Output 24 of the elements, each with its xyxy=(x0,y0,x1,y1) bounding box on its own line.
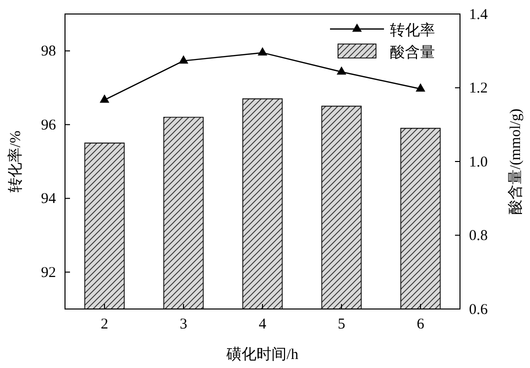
point xyxy=(258,47,268,56)
y-axis-title: 转化率/% xyxy=(7,130,24,192)
y-tick-label: 94 xyxy=(41,191,56,208)
legend-label: 酸含量 xyxy=(390,44,435,61)
y2-tick-label: 0.6 xyxy=(469,302,488,318)
x-axis-title: 磺化时间/h xyxy=(226,346,299,363)
x-tick-label: 3 xyxy=(180,316,188,333)
x-tick-label: 2 xyxy=(100,316,108,333)
x-tick-label: 6 xyxy=(416,316,425,333)
y-tick-label: 92 xyxy=(41,264,56,281)
y2-axis-title: 酸含量/(mmol/g) xyxy=(507,108,524,214)
y2-tick-label: 0.8 xyxy=(469,228,488,244)
y2-tick-label: 1.2 xyxy=(469,80,488,97)
y2-tick-label: 1.4 xyxy=(469,6,488,23)
point xyxy=(178,55,188,64)
y-tick-label: 98 xyxy=(41,44,56,60)
point xyxy=(100,94,110,103)
x-tick-label: 4 xyxy=(258,316,267,333)
x-tick-label: 5 xyxy=(338,316,346,333)
legend-label: 转化率 xyxy=(390,22,435,39)
point xyxy=(336,66,346,75)
y-tick-label: 96 xyxy=(41,117,56,134)
y2-tick-label: 1.0 xyxy=(469,154,488,170)
point xyxy=(416,83,426,92)
